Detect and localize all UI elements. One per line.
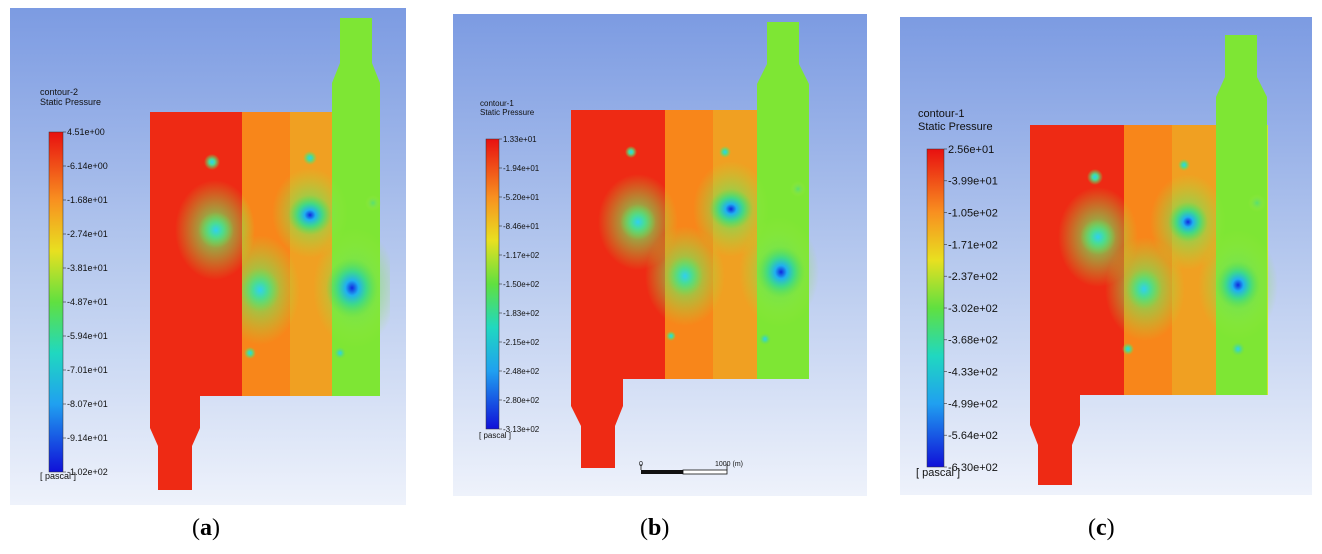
panel-label-a: (a) [192, 515, 220, 541]
panel-label-b: (b) [640, 515, 670, 541]
panel-a: contour-2 Static Pressure 4.51e+00 -6.14e… [10, 8, 406, 505]
contour-name-a: contour-2 [40, 87, 78, 97]
colorbar-tick-label: -5.94e+01 [67, 331, 108, 341]
colorbar-ticks-a: 4.51e+00 -6.14e+00 -1.68e+01 -2.74e+01 -3.81… [63, 127, 108, 477]
panel-c: contour-1 Static Pressure 2.56e+01 -3.99e… [900, 17, 1312, 495]
colorbar-tick-label: -8.46e+01 [503, 222, 540, 231]
colorbar-tick-label: -1.05e+02 [948, 207, 998, 219]
colorbar-tick-label: -6.30e+02 [948, 462, 998, 474]
colorbar-tick-label: -4.33e+02 [948, 366, 998, 378]
colorbar-tick-label: -3.81e+01 [67, 263, 108, 273]
panel-label-c: (c) [1088, 515, 1115, 541]
colorbar-tick-label: 2.56e+01 [948, 144, 994, 156]
panel-b: contour-1 Static Pressure 1.33e+01 -1.94e… [453, 14, 867, 496]
colorbar-tick-label: -1.68e+01 [67, 195, 108, 205]
colorbar-tick-label: -7.01e+01 [67, 365, 108, 375]
variable-name-c: Static Pressure [918, 121, 993, 133]
contour-plot-c: contour-1 Static Pressure 2.56e+01 -3.99e… [916, 35, 1278, 485]
colorbar-b [485, 138, 500, 430]
colorbar-tick-label: -9.14e+01 [67, 433, 108, 443]
contour-name-c: contour-1 [918, 108, 964, 120]
unit-label-b: [ pascal ] [479, 431, 511, 440]
colorbar-tick-label: -6.14e+00 [67, 161, 108, 171]
colorbar-tick-label: -3.02e+02 [948, 303, 998, 315]
colorbar-tick-label: -5.64e+02 [948, 430, 998, 442]
colorbar-tick-label: -4.99e+02 [948, 398, 998, 410]
colorbar-tick-label: -3.99e+01 [948, 176, 998, 188]
unit-label-c: [ pascal ] [916, 467, 960, 479]
colorbar-tick-label: -2.74e+01 [67, 229, 108, 239]
contour-plot-a: contour-2 Static Pressure 4.51e+00 -6.14e… [40, 18, 390, 490]
colorbar-tick-label: -2.37e+02 [948, 271, 998, 283]
colorbar-ticks-c: 2.56e+01 -3.99e+01 -1.05e+02 -1.71e+02 -2.37… [944, 144, 998, 474]
colorbar-tick-label: -1.17e+02 [503, 251, 540, 260]
contour-name-b: contour-1 [480, 99, 514, 108]
variable-name-a: Static Pressure [40, 97, 101, 107]
scale-bar-end: 1000 (m) [715, 461, 743, 468]
colorbar-tick-label: -2.48e+02 [503, 367, 540, 376]
colorbar-tick-label: -1.94e+01 [503, 164, 540, 173]
colorbar-tick-label: -5.20e+01 [503, 193, 540, 202]
colorbar-tick-label: -3.13e+02 [503, 425, 540, 434]
colorbar-tick-label: 1.33e+01 [503, 135, 537, 144]
colorbar-ticks-b: 1.33e+01 -1.94e+01 -5.20e+01 -8.46e+01 -1.17… [499, 135, 540, 434]
colorbar-c [926, 148, 945, 468]
colorbar-tick-label: -2.15e+02 [503, 338, 540, 347]
scale-bar: 0 1000 (m) [639, 461, 743, 475]
colorbar-tick-label: -8.07e+01 [67, 399, 108, 409]
colorbar-a [48, 131, 64, 473]
colorbar-tick-label: -1.02e+02 [67, 467, 108, 477]
unit-label-a: [ pascal ] [40, 471, 76, 481]
colorbar-tick-label: -4.87e+01 [67, 297, 108, 307]
colorbar-tick-label: -3.68e+02 [948, 335, 998, 347]
colorbar-tick-label: -1.83e+02 [503, 309, 540, 318]
colorbar-tick-label: 4.51e+00 [67, 127, 105, 137]
variable-name-b: Static Pressure [480, 108, 535, 117]
colorbar-tick-label: -2.80e+02 [503, 396, 540, 405]
contour-plot-b: contour-1 Static Pressure 1.33e+01 -1.94e… [479, 22, 819, 475]
scale-bar-start: 0 [639, 461, 643, 468]
colorbar-tick-label: -1.71e+02 [948, 239, 998, 251]
colorbar-tick-label: -1.50e+02 [503, 280, 540, 289]
